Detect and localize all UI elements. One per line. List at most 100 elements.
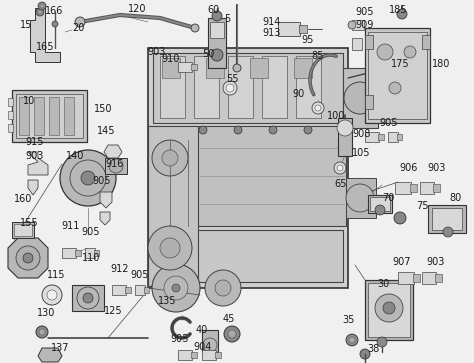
Circle shape <box>312 102 324 114</box>
Bar <box>278 22 300 36</box>
Circle shape <box>233 64 241 72</box>
Circle shape <box>38 10 42 14</box>
Text: 910: 910 <box>162 54 180 64</box>
Circle shape <box>397 9 407 19</box>
Text: 75: 75 <box>417 201 429 211</box>
Circle shape <box>152 140 188 176</box>
Text: 915: 915 <box>25 137 44 147</box>
Circle shape <box>36 326 48 338</box>
Circle shape <box>77 287 99 309</box>
Bar <box>148 126 198 286</box>
Text: 909: 909 <box>356 20 374 30</box>
Text: 140: 140 <box>66 151 84 161</box>
Text: 45: 45 <box>222 314 235 324</box>
Bar <box>162 58 180 78</box>
Circle shape <box>394 212 406 224</box>
Text: 50: 50 <box>202 49 215 60</box>
Bar <box>346 178 376 218</box>
Text: 120: 120 <box>128 4 147 14</box>
Text: 904: 904 <box>194 342 212 352</box>
Text: 15: 15 <box>20 20 32 30</box>
Bar <box>105 158 127 174</box>
Bar <box>16 94 83 138</box>
Circle shape <box>443 227 453 237</box>
Bar <box>294 58 312 78</box>
Polygon shape <box>30 8 60 62</box>
Circle shape <box>60 150 116 206</box>
Circle shape <box>42 285 62 305</box>
Text: 90: 90 <box>292 89 305 99</box>
Bar <box>433 184 440 192</box>
Bar <box>62 248 76 258</box>
Circle shape <box>148 226 192 270</box>
Text: 913: 913 <box>262 28 280 38</box>
Text: 10: 10 <box>23 96 36 106</box>
Text: 30: 30 <box>377 279 389 289</box>
Bar <box>34 97 44 135</box>
Circle shape <box>109 159 123 173</box>
Circle shape <box>52 21 58 27</box>
Text: 65: 65 <box>334 179 346 189</box>
Text: 175: 175 <box>391 58 410 69</box>
Bar <box>144 287 149 293</box>
Text: 115: 115 <box>46 270 65 280</box>
Text: 95: 95 <box>301 35 313 45</box>
Circle shape <box>346 334 358 346</box>
Circle shape <box>377 337 387 347</box>
Bar <box>368 283 410 337</box>
Bar <box>352 20 364 30</box>
Circle shape <box>269 126 277 134</box>
Text: 905: 905 <box>130 270 149 280</box>
Circle shape <box>304 126 312 134</box>
Circle shape <box>377 44 393 60</box>
Polygon shape <box>104 145 122 158</box>
Bar <box>135 285 145 295</box>
Text: 80: 80 <box>449 193 461 203</box>
Bar <box>208 18 226 68</box>
Circle shape <box>152 264 200 312</box>
Text: 903: 903 <box>147 46 165 57</box>
Circle shape <box>81 171 95 185</box>
Circle shape <box>75 17 85 27</box>
Text: 145: 145 <box>97 126 116 136</box>
Bar <box>202 350 216 360</box>
Circle shape <box>212 11 222 21</box>
Bar <box>422 35 430 49</box>
Circle shape <box>47 290 57 300</box>
Bar <box>148 48 348 288</box>
Text: 903: 903 <box>426 257 444 267</box>
Bar <box>365 35 373 49</box>
Circle shape <box>70 160 106 196</box>
Text: 903: 903 <box>428 163 446 173</box>
Polygon shape <box>8 238 48 278</box>
Bar <box>215 352 221 358</box>
Bar <box>85 248 95 258</box>
Circle shape <box>162 150 178 166</box>
Bar <box>397 134 402 140</box>
Circle shape <box>191 24 199 32</box>
Bar <box>194 56 219 118</box>
Circle shape <box>36 8 44 16</box>
Text: 20: 20 <box>72 23 84 33</box>
Text: 105: 105 <box>352 148 371 158</box>
Bar <box>435 274 442 282</box>
Text: 916: 916 <box>106 159 124 169</box>
Circle shape <box>234 126 242 134</box>
Circle shape <box>337 120 353 136</box>
Text: 911: 911 <box>61 221 79 231</box>
Text: 5: 5 <box>224 14 231 24</box>
Text: 110: 110 <box>82 253 100 264</box>
Text: 135: 135 <box>157 295 176 306</box>
Text: 905: 905 <box>170 334 189 344</box>
Circle shape <box>337 165 343 171</box>
Text: 912: 912 <box>110 264 129 274</box>
Bar <box>8 98 13 106</box>
Bar <box>210 22 224 38</box>
Text: 85: 85 <box>311 51 324 61</box>
Bar <box>428 205 466 233</box>
Text: 905: 905 <box>82 227 100 237</box>
Text: 905: 905 <box>356 7 374 17</box>
Text: 166: 166 <box>46 6 64 16</box>
Circle shape <box>223 81 237 95</box>
Circle shape <box>83 293 93 303</box>
